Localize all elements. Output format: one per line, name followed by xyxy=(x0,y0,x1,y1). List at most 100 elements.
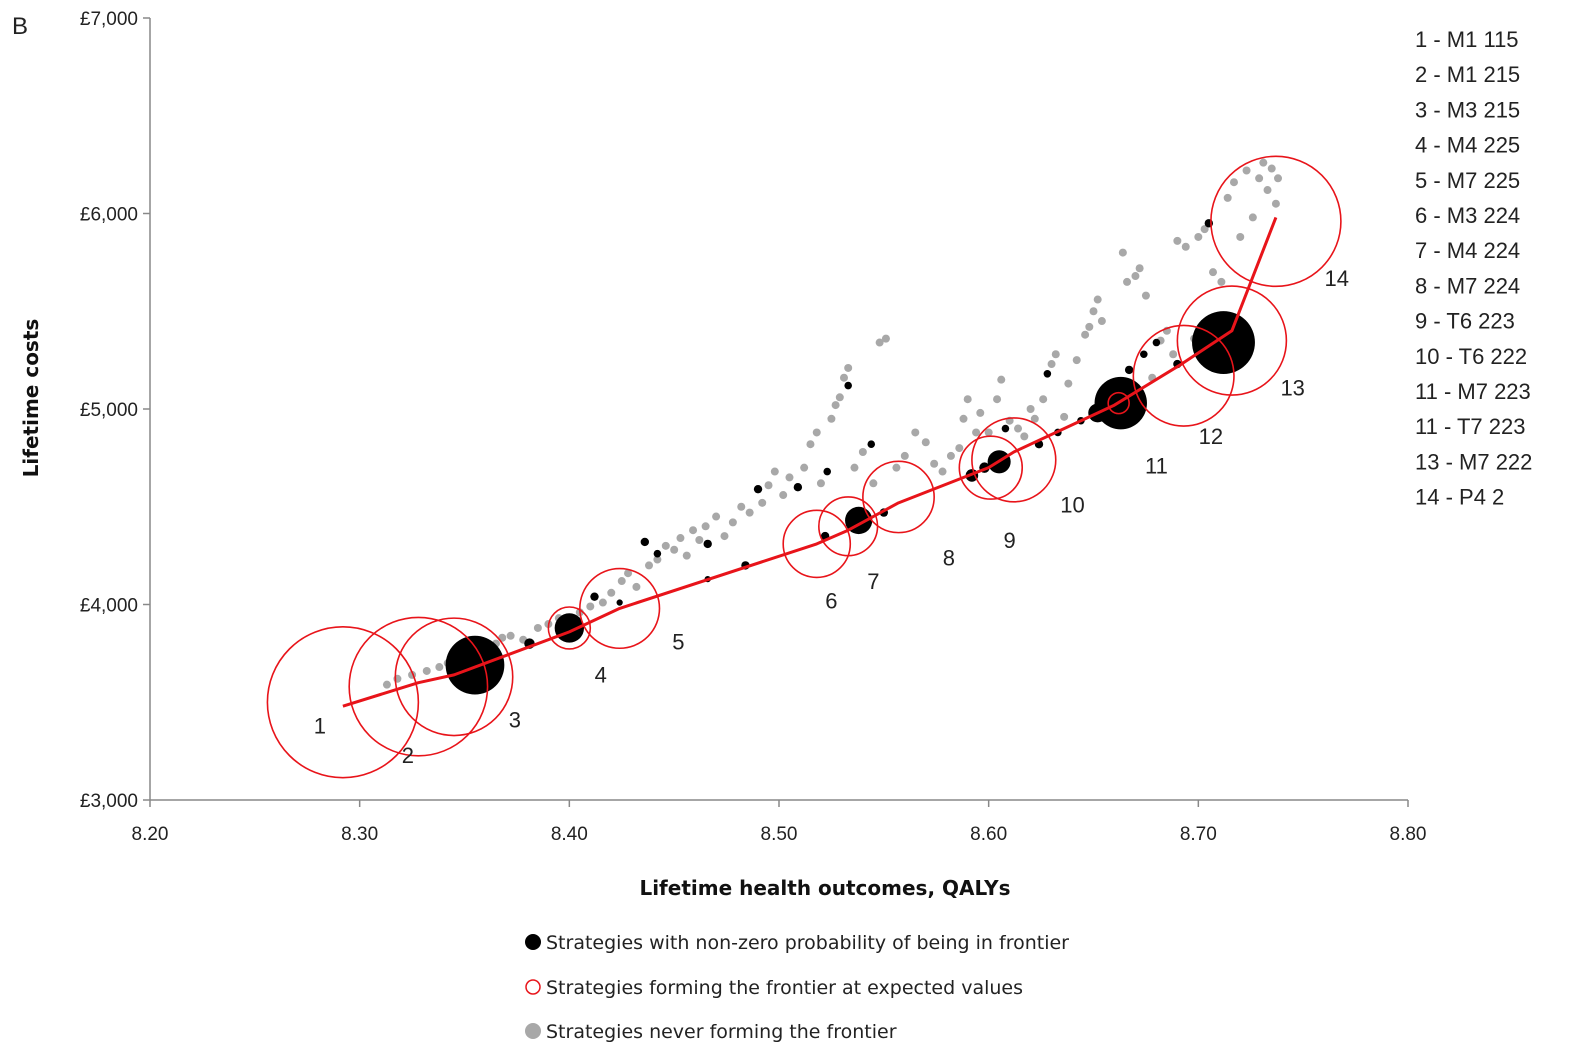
never-frontier-point xyxy=(1242,166,1251,175)
frontier-label: 6 xyxy=(825,588,837,613)
never-frontier-point xyxy=(1209,268,1218,277)
y-axis-title: Lifetime costs xyxy=(19,319,43,478)
never-frontier-point xyxy=(435,663,444,672)
legend-label-frontier: Strategies forming the frontier at expec… xyxy=(546,977,1023,999)
x-tick-label: 8.50 xyxy=(761,824,798,845)
never-frontier-point xyxy=(624,569,633,578)
never-frontier-point xyxy=(1267,164,1276,173)
frontier-circle-3 xyxy=(394,617,514,737)
key-entry: 1 - M1 115 xyxy=(1415,27,1519,52)
never-frontier-point xyxy=(1123,277,1132,286)
nonzero-probability-point xyxy=(1192,311,1255,374)
nonzero-probability-point xyxy=(616,599,623,606)
never-frontier-point xyxy=(1089,307,1098,316)
never-frontier-point xyxy=(682,551,691,560)
never-frontier-point xyxy=(764,481,773,490)
never-frontier-point xyxy=(745,508,754,517)
x-tick-label: 8.70 xyxy=(1180,824,1217,845)
never-frontier-point xyxy=(770,467,779,476)
never-frontier-point xyxy=(955,444,964,453)
never-frontier-point xyxy=(1229,178,1238,187)
y-ticks: £3,000 £4,000 £5,000 £6,000 £7,000 xyxy=(80,9,150,812)
never-frontier-point xyxy=(670,545,679,554)
never-frontier-point xyxy=(1274,174,1283,183)
legend-marker-never xyxy=(525,1023,541,1039)
x-tick-label: 8.60 xyxy=(970,824,1007,845)
never-frontier-point xyxy=(806,440,815,449)
never-frontier-point xyxy=(695,535,704,544)
nonzero-probability-point xyxy=(867,440,876,448)
never-frontier-point xyxy=(869,479,878,488)
key-entry: 11 - T7 223 xyxy=(1415,414,1525,439)
nonzero-probability-point xyxy=(823,467,831,476)
never-frontier-point xyxy=(1030,414,1039,423)
axes xyxy=(149,18,1408,801)
frontier-circle-8 xyxy=(862,460,935,534)
frontier-circle-4 xyxy=(547,606,592,650)
never-frontier-point xyxy=(844,363,853,372)
never-frontier-point xyxy=(728,518,737,527)
never-frontier-point xyxy=(1223,193,1232,202)
frontier-circle-6 xyxy=(782,509,852,579)
nonzero-probability-point xyxy=(445,635,505,695)
frontier-label: 3 xyxy=(509,708,521,733)
never-frontier-point xyxy=(1173,236,1182,245)
never-frontier-point xyxy=(1236,232,1245,241)
frontier-label: 5 xyxy=(672,629,684,654)
x-tick-label: 8.80 xyxy=(1390,824,1427,845)
frontier-circle-2 xyxy=(348,616,489,757)
never-frontier-point xyxy=(1064,379,1073,388)
never-frontier-point xyxy=(997,375,1006,384)
never-frontier-point xyxy=(1093,295,1102,304)
never-frontier-point xyxy=(586,602,595,611)
x-tick-label: 8.20 xyxy=(132,824,169,845)
never-frontier-point xyxy=(911,428,920,437)
never-frontier-point xyxy=(959,414,968,423)
frontier-label: 12 xyxy=(1199,424,1223,449)
never-frontier-point xyxy=(653,555,662,564)
key-entry: 4 - M4 225 xyxy=(1415,133,1520,158)
nonzero-probability-point xyxy=(1094,376,1147,430)
never-frontier-point xyxy=(661,541,670,550)
frontier-label: 9 xyxy=(1004,528,1016,553)
key-entry: 13 - M7 222 xyxy=(1415,449,1532,474)
key-entry: 6 - M3 224 xyxy=(1415,203,1520,228)
nonzero-probability-point xyxy=(703,539,712,549)
never-frontier-point xyxy=(382,680,391,689)
never-frontier-point xyxy=(701,522,710,531)
key-entry: 7 - M4 224 xyxy=(1415,238,1520,263)
frontier-circle-5 xyxy=(579,567,661,650)
never-frontier-point xyxy=(976,408,985,417)
nonzero-probability-point xyxy=(653,549,662,558)
key-entry: 3 - M3 215 xyxy=(1415,97,1520,122)
nonzero-probability-point xyxy=(844,381,852,390)
never-frontier-point xyxy=(816,479,825,488)
never-frontier-point xyxy=(938,467,947,476)
never-frontier-point xyxy=(1141,291,1150,300)
never-frontier-point xyxy=(1047,360,1056,369)
never-frontier-point xyxy=(1217,277,1226,286)
never-frontier-point xyxy=(645,561,654,570)
frontier-label: 10 xyxy=(1060,493,1084,518)
key-entry: 9 - T6 223 xyxy=(1415,309,1515,334)
legend: Strategies with non-zero probability of … xyxy=(525,932,1069,1043)
legend-label-nonzero: Strategies with non-zero probability of … xyxy=(546,932,1069,954)
y-tick-label: £3,000 xyxy=(80,791,138,812)
nonzero-probability-point xyxy=(640,537,650,547)
frontier-label: 7 xyxy=(867,569,879,594)
key-entry: 10 - T6 222 xyxy=(1415,344,1527,369)
nonzero-probability-point xyxy=(793,483,803,492)
frontier-label: 13 xyxy=(1280,375,1304,400)
panel-letter: B xyxy=(12,13,28,40)
never-frontier-point xyxy=(1271,199,1280,208)
frontier-circle-10 xyxy=(971,417,1057,503)
x-tick-label: 8.40 xyxy=(551,824,588,845)
y-tick-label: £4,000 xyxy=(80,596,138,617)
key-entry: 14 - P4 2 xyxy=(1415,485,1504,510)
x-tick-label: 8.30 xyxy=(341,824,378,845)
never-frontier-point xyxy=(1081,330,1090,339)
never-frontier-point xyxy=(1020,432,1029,441)
never-frontier-point xyxy=(1169,350,1178,359)
never-frontier-point xyxy=(984,428,993,437)
y-tick-label: £7,000 xyxy=(80,9,138,30)
